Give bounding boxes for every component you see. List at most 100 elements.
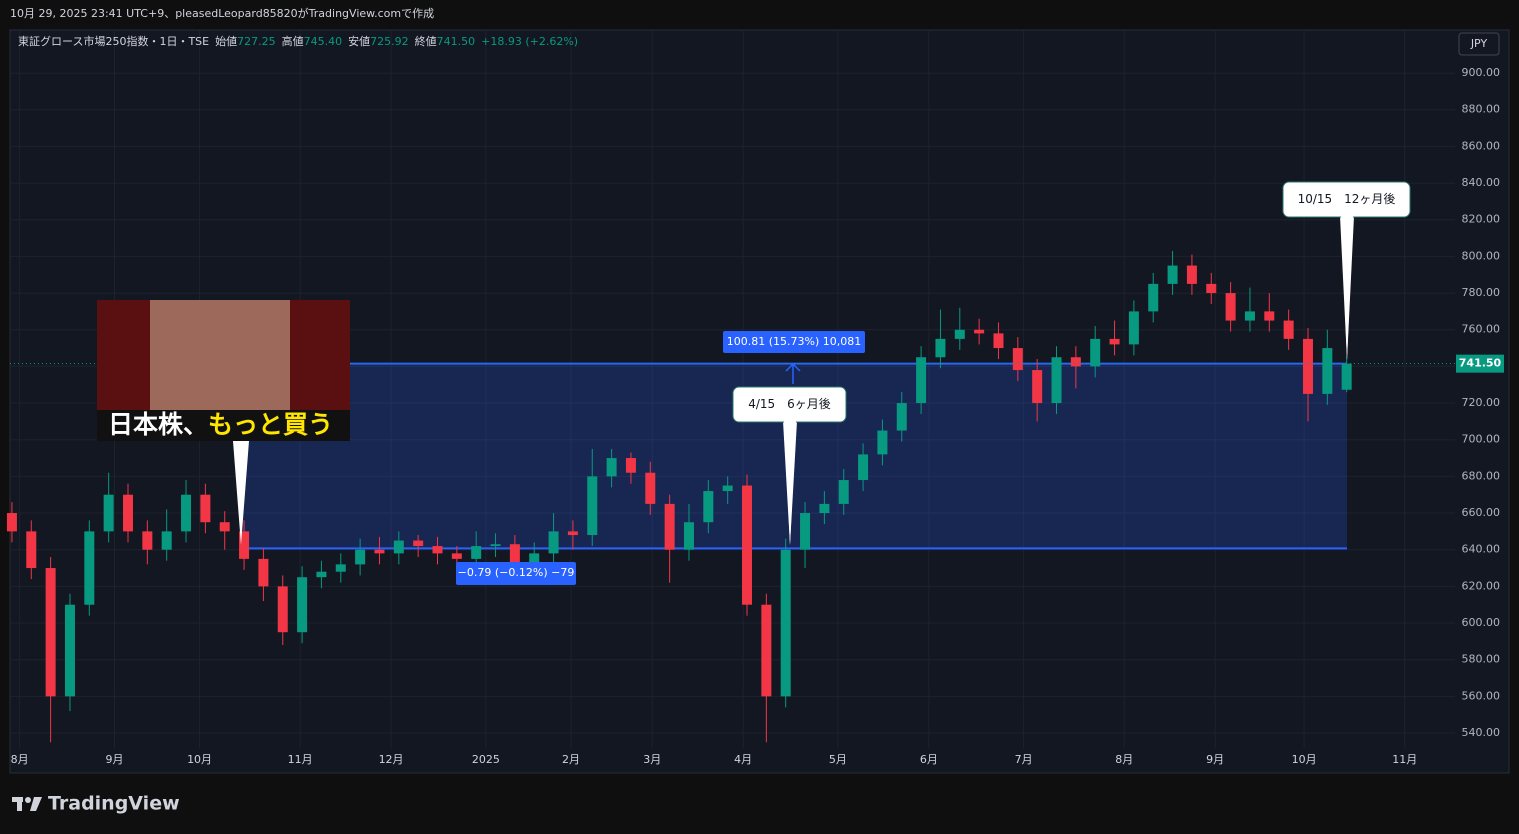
thumb-pointer — [233, 441, 249, 545]
measure-label-bg — [456, 562, 576, 585]
x-tick-label: 6月 — [920, 753, 938, 766]
y-tick-label: 540.00 — [1462, 726, 1501, 739]
candle-body — [1264, 311, 1275, 321]
candle-body — [587, 476, 598, 536]
y-tick-label: 560.00 — [1462, 689, 1501, 702]
ohlc-value: 727.25 — [237, 35, 276, 48]
x-tick-label: 7月 — [1015, 753, 1033, 766]
candle-body — [258, 558, 269, 587]
candle-body — [683, 522, 694, 550]
candle-body — [1090, 338, 1101, 367]
candle-body — [1128, 311, 1139, 345]
x-tick-label: 10月 — [187, 753, 212, 766]
measure-label: −0.79 (−0.12%) −79 — [458, 566, 575, 579]
y-tick-label: 700.00 — [1462, 433, 1501, 446]
candle-body — [393, 540, 404, 554]
ohlc-value: 745.40 — [304, 35, 343, 48]
x-tick-label: 10月 — [1292, 753, 1317, 766]
ohlc-value: 741.50 — [437, 35, 476, 48]
y-tick-label: 820.00 — [1462, 213, 1501, 226]
candle-body — [664, 503, 675, 550]
y-tick-label: 640.00 — [1462, 543, 1501, 556]
candle-body — [277, 586, 288, 633]
y-tick-label: 600.00 — [1462, 616, 1501, 629]
ohlc-label: 安値 — [348, 34, 370, 48]
callout-text: 4/15 6ヶ月後 — [748, 397, 831, 411]
candle-body — [567, 531, 578, 536]
x-tick-label: 11月 — [288, 753, 313, 766]
candle-body — [1032, 370, 1043, 404]
ohlc-label: 終値 — [415, 34, 437, 48]
candle-body — [1070, 357, 1081, 367]
candle-body — [84, 531, 95, 605]
y-tick-label: 620.00 — [1462, 579, 1501, 592]
candle-body — [219, 522, 230, 532]
y-tick-label: 660.00 — [1462, 506, 1501, 519]
y-tick-label: 760.00 — [1462, 323, 1501, 336]
x-tick-label: 8月 — [1115, 753, 1133, 766]
candle-body — [780, 549, 791, 697]
candle-body — [877, 430, 888, 455]
candle-body — [509, 544, 520, 565]
change: +18.93 (+2.62%) — [481, 35, 578, 48]
candle-body — [838, 480, 849, 504]
caption: 10月 29, 2025 23:41 UTC+9、pleasedLeopard8… — [10, 6, 434, 20]
y-tick-label: 720.00 — [1462, 396, 1501, 409]
candle-body — [1109, 338, 1120, 345]
candle-body — [1283, 320, 1294, 339]
candle-body — [374, 549, 385, 554]
legend: 東証グロース市場250指数・1日・TSE 始値727.25 高値745.40 安値72… — [18, 34, 578, 48]
y-tick-label: 680.00 — [1462, 469, 1501, 482]
candle-body — [1244, 311, 1255, 321]
range-arrow — [785, 362, 801, 384]
thumb-yellow: もっと買う — [208, 410, 333, 439]
candle-body — [645, 472, 656, 504]
candle-body — [858, 454, 869, 481]
thumbnail-band — [97, 410, 350, 441]
symbol: 東証グロース市場250指数・1日・TSE — [18, 34, 209, 48]
candle-body — [896, 403, 907, 431]
currency[interactable]: JPY — [1470, 37, 1488, 50]
candle-body — [297, 577, 308, 633]
currency-button[interactable] — [1458, 32, 1500, 56]
candle-body — [916, 357, 927, 404]
thumb-white: 日本株、 — [108, 410, 208, 439]
y-tick-label: 840.00 — [1462, 176, 1501, 189]
candle-body — [471, 546, 482, 559]
candle-body — [161, 531, 172, 550]
candle-body — [1012, 348, 1023, 371]
callout-pointer — [784, 420, 796, 545]
candle-body — [142, 531, 153, 550]
candle-body — [1051, 357, 1062, 404]
last-price-label: 741.50 — [1459, 357, 1502, 370]
candle-body — [122, 494, 133, 532]
candle-body — [548, 531, 559, 554]
callout-text: 10/15 12ヶ月後 — [1298, 192, 1396, 206]
candle-body — [1148, 283, 1159, 312]
candle-body — [606, 458, 617, 477]
x-tick-label: 2月 — [562, 753, 580, 766]
y-tick-label: 580.00 — [1462, 653, 1501, 666]
x-tick-label: 9月 — [1206, 753, 1224, 766]
brand: TradingView — [48, 793, 180, 815]
candle-body — [45, 568, 56, 697]
candle-body — [355, 549, 366, 565]
candle-body — [103, 494, 114, 532]
candle-body — [625, 458, 636, 473]
candle-body — [316, 571, 327, 578]
candle-body — [413, 540, 424, 547]
y-tick-label: 800.00 — [1462, 249, 1501, 262]
candle-body — [451, 553, 462, 559]
range-label: 100.81 (15.73%) 10,081 — [727, 335, 862, 348]
x-tick-label: 5月 — [829, 753, 847, 766]
ohlc-label: 始値 — [215, 34, 237, 48]
candle-body — [800, 513, 811, 550]
candle-body — [1206, 283, 1217, 294]
ohlc-label: 高値 — [282, 34, 304, 48]
candle-body — [181, 494, 192, 532]
candle-body — [1341, 363, 1352, 390]
y-tick-label: 900.00 — [1462, 66, 1501, 79]
brand-logo — [12, 797, 42, 811]
